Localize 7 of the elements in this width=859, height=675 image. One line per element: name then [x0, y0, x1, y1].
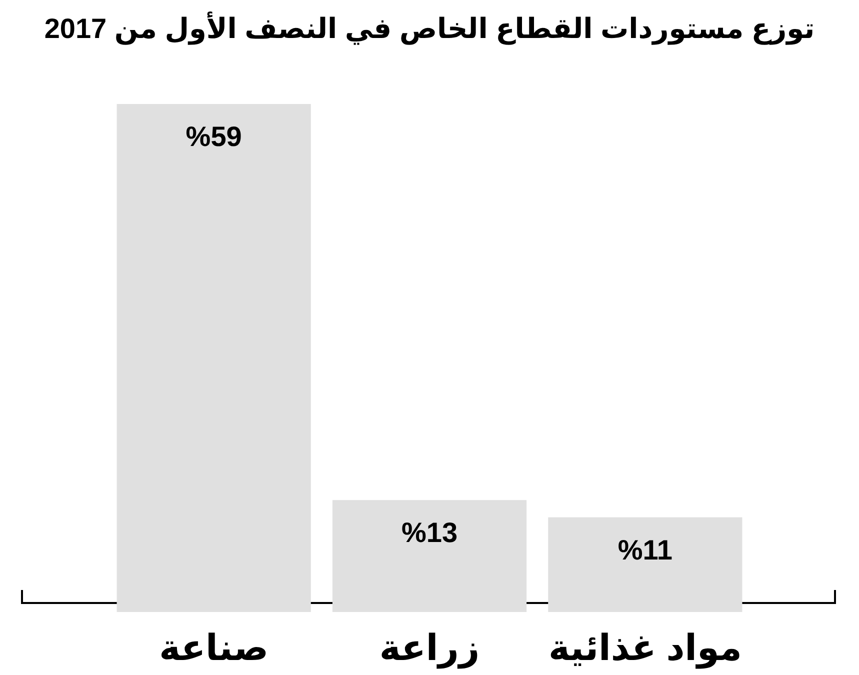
data-label: %59 [186, 121, 242, 152]
data-label: %13 [401, 517, 458, 548]
x-tick-label: زراعة [379, 627, 480, 669]
x-tick-label: مواد غذائية [548, 627, 742, 669]
chart-title: توزع مستوردات القطاع الخاص في النصف الأول من 2017 [44, 11, 815, 45]
data-label: %11 [618, 534, 672, 566]
x-tick-label: صناعة [159, 627, 269, 668]
